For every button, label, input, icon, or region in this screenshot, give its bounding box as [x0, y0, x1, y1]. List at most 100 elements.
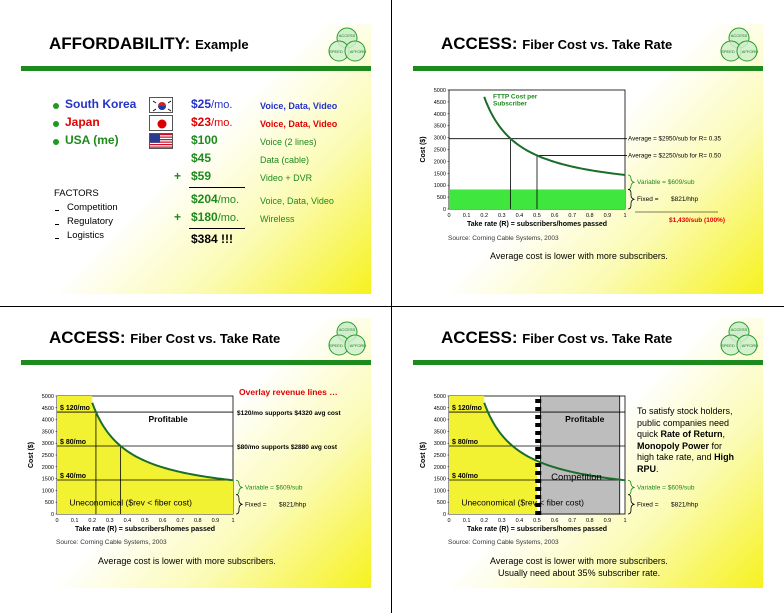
slide-affordability[interactable]: AFFORDABILITY: Example ACCESS SPEED AFFO… — [21, 24, 371, 294]
desc-korea: Voice, Data, Video — [260, 101, 338, 111]
average-annotation: Average = $2250/sub for R= 0.50 — [628, 152, 722, 159]
x-tick-label: 0.6 — [551, 213, 559, 219]
slide-title: ACCESS: Fiber Cost vs. Take Rate — [441, 34, 673, 53]
svg-text:ACCESS: ACCESS — [731, 327, 748, 332]
y-tick-label: 1500 — [42, 477, 54, 483]
competition-boundary-mark — [535, 471, 542, 475]
x-tick-label: 0.9 — [604, 213, 612, 219]
y-tick-label: 3500 — [434, 124, 446, 130]
y-tick-label: 3500 — [42, 429, 54, 435]
slide-fiber-cost-revenue[interactable]: ACCESS: Fiber Cost vs. Take Rate ACCESS … — [21, 318, 371, 588]
y-tick-label: 3500 — [434, 429, 446, 435]
competition-boundary-mark — [535, 479, 542, 483]
svg-text:ACCESS: ACCESS — [339, 327, 356, 332]
fiber-cost-chart: 5000450040003500300025002000150010005000… — [420, 88, 725, 228]
variable-bracket — [627, 479, 636, 496]
title-rule — [21, 360, 371, 365]
slide-fiber-cost[interactable]: ACCESS: Fiber Cost vs. Take Rate ACCESS … — [413, 24, 763, 294]
grand-total: $384 !!! — [191, 232, 234, 246]
svg-text:SPEED: SPEED — [721, 343, 735, 348]
japan-flag-icon — [149, 115, 173, 131]
x-tick-label: 0.4 — [124, 518, 132, 524]
y-tick-label: 1500 — [434, 477, 446, 483]
fixed-bracket — [627, 189, 636, 210]
y-tick-label: 4000 — [434, 418, 446, 424]
svg-text:SPEED: SPEED — [329, 343, 343, 348]
y-tick-label: 500 — [437, 500, 446, 506]
competition-boundary-mark — [535, 447, 542, 451]
slide-caption: Average cost is lower with more subscrib… — [490, 251, 668, 261]
y-axis-label: Cost ($) — [420, 136, 427, 162]
source-note: Source: Corning Cable Systems, 2003 — [448, 539, 559, 546]
variable-bracket — [235, 479, 244, 496]
x-tick-label: 0.3 — [106, 518, 114, 524]
x-tick-label: 0.7 — [568, 213, 576, 219]
sum-rule — [189, 187, 245, 188]
source-note: Source: Corning Cable Systems, 2003 — [448, 235, 559, 242]
x-tick-label: 0.2 — [480, 518, 488, 524]
x-tick-label: 0.1 — [463, 518, 471, 524]
y-tick-label: 500 — [437, 195, 446, 201]
y-tick-label: 2000 — [434, 159, 446, 165]
revenue-line-label: $ 120/mo — [60, 405, 90, 412]
total-rule — [189, 228, 245, 229]
profitable-label: Profitable — [565, 414, 604, 424]
fixed-value: $821/hhp — [279, 501, 306, 508]
x-tick-label: 0.3 — [498, 518, 506, 524]
y-tick-label: 2000 — [42, 465, 54, 471]
factor-item: Regulatory — [67, 216, 113, 227]
variable-label: Variable = $609/sub — [637, 179, 695, 186]
x-tick-label: 0.5 — [533, 518, 541, 524]
x-tick-label: 1 — [623, 213, 626, 219]
price-wireless: $180/mo. — [191, 210, 240, 224]
title-rule — [21, 66, 371, 71]
slide-fiber-cost-competition[interactable]: ACCESS: Fiber Cost vs. Take Rate ACCESS … — [413, 318, 763, 588]
fixed-bracket — [627, 494, 636, 515]
uneconomical-label: Uneconomical ($rev < fiber cost) — [461, 498, 584, 508]
y-tick-label: 4500 — [42, 406, 54, 412]
slide-title: ACCESS: Fiber Cost vs. Take Rate — [441, 328, 673, 347]
x-tick-label: 0.3 — [498, 213, 506, 219]
desc-video: Video + DVR — [260, 173, 313, 183]
x-tick-label: 0.5 — [533, 213, 541, 219]
fixed-value: $821/hhp — [671, 501, 698, 508]
bullet — [53, 103, 59, 109]
svg-text:AFFORD: AFFORD — [742, 343, 759, 348]
country-name: South Korea — [65, 97, 137, 111]
y-tick-label: 2500 — [434, 453, 446, 459]
x-tick-label: 0.7 — [568, 518, 576, 524]
x-tick-label: 0 — [447, 518, 450, 524]
y-tick-label: 1000 — [42, 488, 54, 494]
x-axis-label: Take rate (R) = subscribers/homes passed — [467, 221, 607, 228]
grid-divider-vertical — [391, 0, 392, 613]
fixed-label: Fixed = — [245, 501, 267, 508]
fixed-value: $821/hhp — [671, 196, 698, 203]
revenue-line-label: $ 40/mo — [60, 473, 86, 480]
stockholder-note: To satisfy stock holders, public compani… — [637, 406, 735, 474]
svg-text:SPEED: SPEED — [329, 49, 343, 54]
title-rule — [413, 360, 763, 365]
y-tick-label: 2500 — [42, 453, 54, 459]
y-tick-label: 3000 — [434, 441, 446, 447]
revenue-line-label: $ 40/mo — [452, 473, 478, 480]
access-speed-afford-logo: ACCESS SPEED AFFORD — [720, 27, 759, 62]
y-tick-label: 4500 — [434, 100, 446, 106]
y-tick-label: 2500 — [434, 148, 446, 154]
x-tick-label: 0.6 — [551, 518, 559, 524]
competition-boundary-mark — [535, 487, 542, 491]
overlay-title: Overlay revenue lines … — [239, 387, 338, 397]
x-tick-label: 0.8 — [586, 213, 594, 219]
y-tick-label: 5000 — [434, 88, 446, 94]
competition-boundary-mark — [535, 511, 542, 515]
y-tick-label: 1000 — [434, 488, 446, 494]
desc-usa: Voice (2 lines) — [260, 137, 317, 147]
svg-text:AFFORD: AFFORD — [742, 49, 759, 54]
dash — [55, 210, 59, 211]
x-tick-label: 1 — [623, 518, 626, 524]
factors-label: FACTORS — [54, 188, 99, 199]
bullet — [53, 121, 59, 127]
competition-boundary-mark — [535, 455, 542, 459]
price-video: $59 — [191, 169, 212, 183]
slide-caption: Average cost is lower with more subscrib… — [490, 556, 668, 566]
svg-text:SPEED: SPEED — [721, 49, 735, 54]
